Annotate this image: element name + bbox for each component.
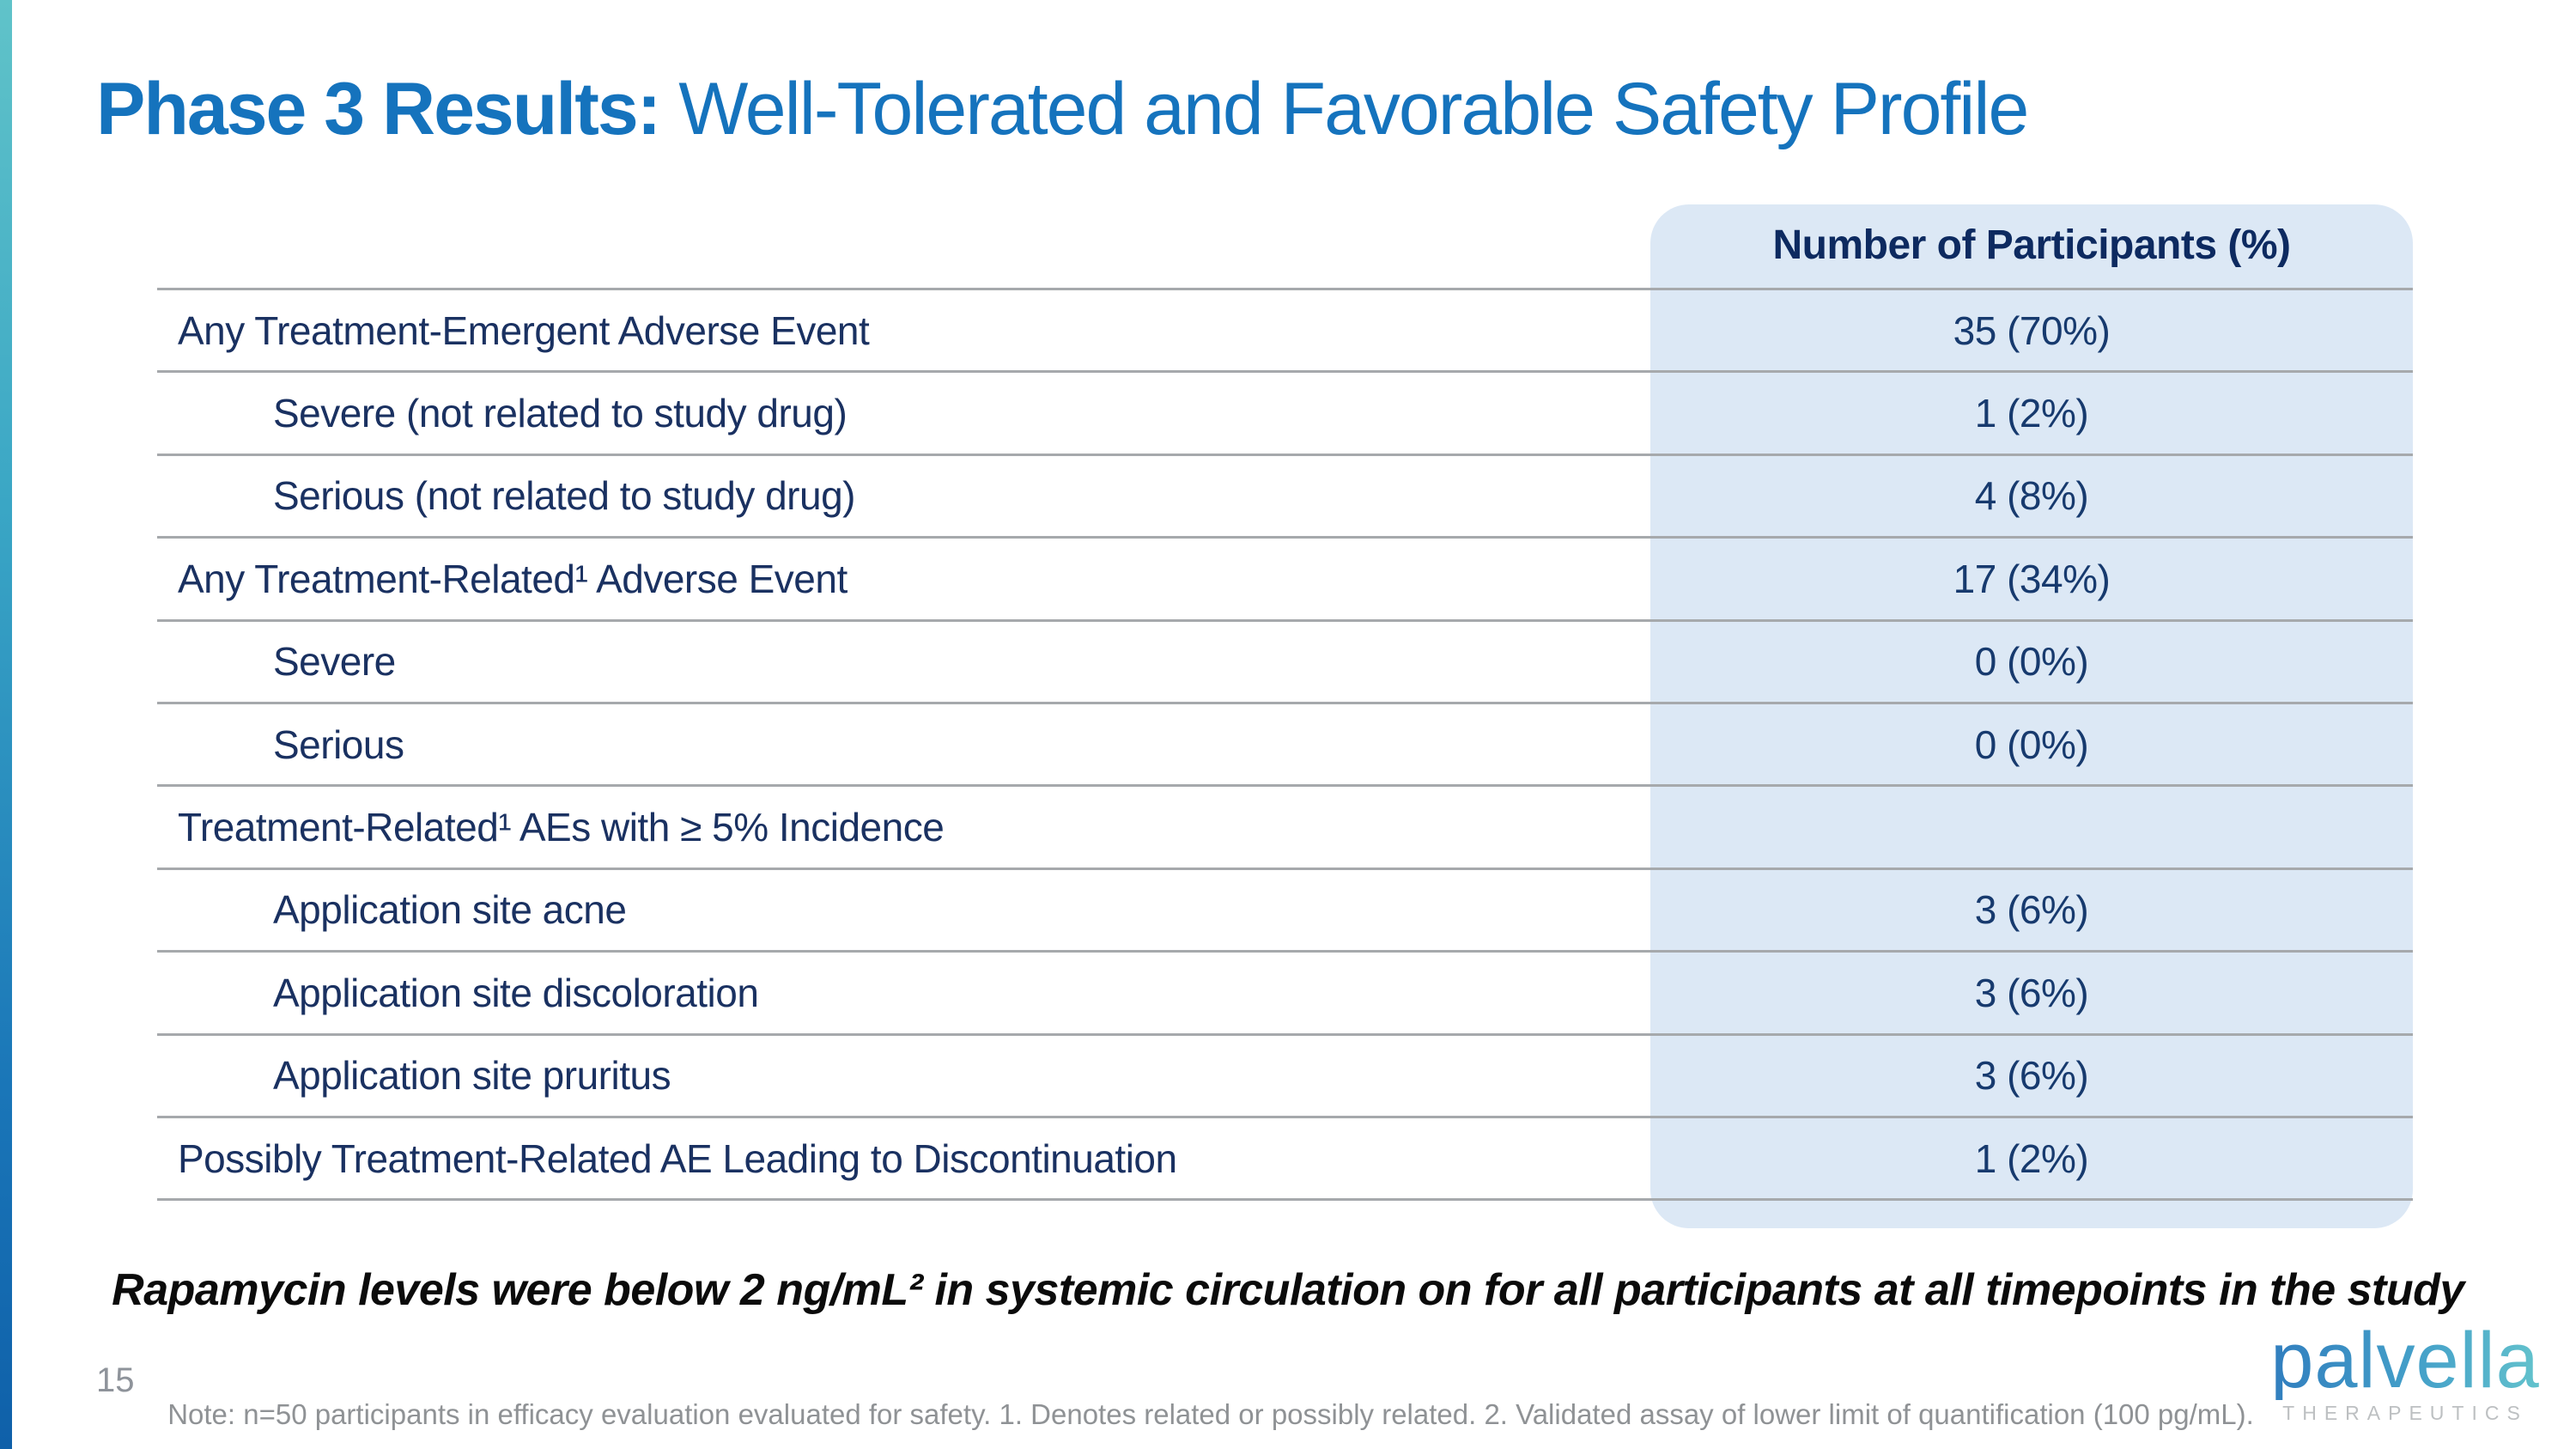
palvella-logo-subtitle: THERAPEUTICS (2282, 1402, 2528, 1424)
table-row: Possibly Treatment-Related AE Leading to… (157, 1115, 2413, 1198)
palvella-logo: palvella THERAPEUTICS (2246, 1321, 2564, 1425)
footnote: Note: n=50 participants in efficacy eval… (167, 1398, 2254, 1430)
palvella-wordmark: palvella (2250, 1321, 2561, 1400)
row-label: Severe (273, 639, 396, 685)
row-label: Serious (not related to study drug) (273, 473, 855, 519)
row-label: Application site discoloration (273, 970, 759, 1015)
row-value: 1 (2%) (1974, 391, 2089, 436)
table-row: Severe 0 (0%) (157, 618, 2413, 702)
left-accent-bar (0, 0, 12, 1449)
table-row: Application site pruritus 3 (6%) (157, 1032, 2413, 1116)
participants-column-background (1650, 204, 2413, 1228)
row-value: 35 (70%) (1953, 307, 2111, 353)
key-statement: Rapamycin levels were below 2 ng/mL² in … (112, 1265, 2464, 1315)
slide-title: Phase 3 Results: Well-Tolerated and Favo… (96, 67, 2029, 152)
table-row: Any Treatment-Emergent Adverse Event 35 … (157, 288, 2413, 370)
row-value: 3 (6%) (1974, 887, 2089, 933)
table-row: Serious 0 (0%) (157, 701, 2413, 784)
table-row: Application site discoloration 3 (6%) (157, 950, 2413, 1032)
row-value (1650, 787, 2413, 867)
row-label: Application site acne (273, 887, 627, 933)
row-value: 17 (34%) (1953, 556, 2111, 601)
safety-table: Any Treatment-Emergent Adverse Event 35 … (157, 288, 2413, 1202)
table-row: Any Treatment-Related¹ Adverse Event 17 … (157, 536, 2413, 618)
table-row: Severe (not related to study drug) 1 (2%… (157, 370, 2413, 453)
row-value: 1 (2%) (1974, 1135, 2089, 1181)
row-label: Treatment-Related¹ AEs with ≥ 5% Inciden… (178, 805, 945, 850)
row-value: 4 (8%) (1974, 473, 2089, 519)
title-subtext: Well-Tolerated and Favorable Safety Prof… (659, 68, 2029, 150)
page-number: 15 (96, 1361, 135, 1399)
row-value: 0 (0%) (1974, 639, 2089, 685)
row-label: Application site pruritus (273, 1053, 671, 1099)
row-value: 3 (6%) (1974, 1053, 2089, 1099)
row-label: Severe (not related to study drug) (273, 391, 848, 436)
table-row: Serious (not related to study drug) 4 (8… (157, 453, 2413, 536)
row-label: Possibly Treatment-Related AE Leading to… (178, 1135, 1177, 1181)
row-label: Serious (273, 721, 404, 767)
row-value: 0 (0%) (1974, 721, 2089, 767)
row-label: Any Treatment-Related¹ Adverse Event (178, 556, 848, 601)
table-row: Application site acne 3 (6%) (157, 867, 2413, 950)
title-emphasis: Phase 3 Results: (96, 68, 661, 150)
row-label: Any Treatment-Emergent Adverse Event (178, 307, 870, 353)
participants-column-header: Number of Participants (%) (1772, 222, 2291, 268)
row-value: 3 (6%) (1974, 970, 2089, 1015)
table-row: Treatment-Related¹ AEs with ≥ 5% Inciden… (157, 784, 2413, 867)
